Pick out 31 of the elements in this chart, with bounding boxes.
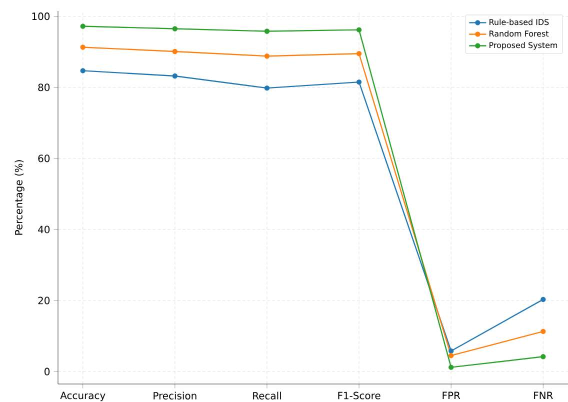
point [448, 352, 454, 358]
point [448, 348, 454, 354]
y-tick-label: 60 [38, 154, 50, 162]
point [80, 68, 86, 74]
x-tick-label: F1-Score [338, 392, 380, 400]
x-tick-label: Precision [154, 392, 196, 400]
point [264, 54, 270, 59]
point [540, 354, 546, 360]
point [80, 24, 86, 29]
x-tick-label: Recall [253, 392, 281, 400]
x-tick-label: FPR [442, 392, 460, 400]
point [172, 48, 178, 54]
y-tick-label: 100 [32, 12, 50, 20]
point [448, 364, 454, 370]
y-axis-title: Percentage (%) [14, 160, 24, 235]
point [356, 27, 362, 32]
y-tick-label: 40 [38, 226, 50, 234]
point [172, 73, 178, 79]
point [264, 28, 270, 34]
point [80, 44, 86, 50]
point [356, 51, 362, 56]
point [264, 85, 270, 91]
x-tick-label: FNR [534, 392, 553, 400]
y-tick-label: 0 [44, 368, 50, 376]
y-tick-label: 80 [38, 84, 50, 92]
point [356, 79, 362, 85]
point [172, 26, 178, 32]
y-tick-label: 20 [38, 296, 50, 304]
point [540, 296, 546, 302]
x-tick-label: Accuracy [60, 392, 106, 402]
point [540, 328, 546, 334]
